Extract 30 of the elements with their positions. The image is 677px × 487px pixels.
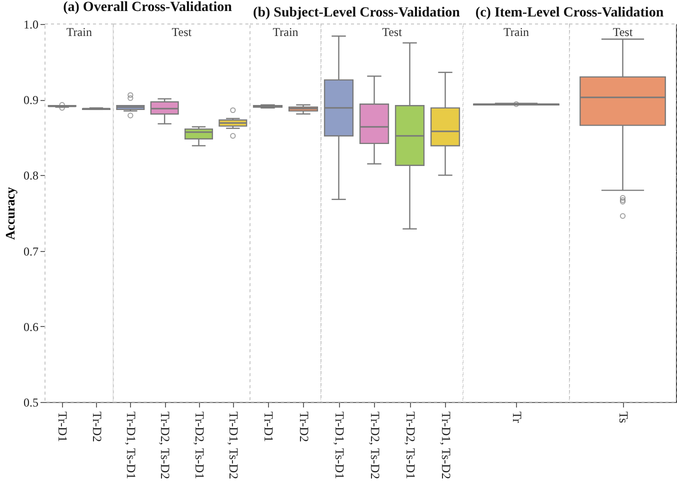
x-tick-label: Tr-D2	[296, 412, 311, 442]
y-tick-label: 0.8	[24, 168, 38, 183]
x-tick-label: Tr-D1, Ts-D1	[124, 412, 138, 480]
x-tick-label: Tr-D2, Ts-D2	[368, 412, 382, 480]
x-tick-label: Tr	[510, 412, 524, 424]
y-tick-label: 0.6	[24, 320, 38, 334]
band-label: Test	[172, 25, 192, 39]
x-tick-label: Tr-D1	[56, 412, 70, 442]
band-label: Train	[66, 25, 92, 39]
x-tick-label: Tr-D2, Ts-D1	[192, 412, 206, 480]
x-tick-label: Tr-D1, Ts-D2	[438, 412, 453, 480]
x-tick-label: Tr-D2, Ts-D1	[403, 412, 418, 480]
chart-title: (a) Overall Cross-Validation	[63, 0, 232, 15]
x-tick-label: Ts	[616, 412, 630, 424]
chart-title: (b) Subject-Level Cross-Validation	[253, 6, 460, 20]
y-axis-title: Accuracy	[2, 186, 18, 240]
y-tick-label: 0.9	[24, 93, 38, 108]
chart-title: (c) Item-Level Cross-Validation	[475, 6, 664, 20]
y-tick-label: 0.5	[24, 396, 38, 410]
band-label: Train	[272, 25, 298, 39]
x-tick-label: Tr-D2	[90, 412, 104, 442]
x-tick-label: Tr-D2, Ts-D2	[158, 412, 172, 480]
band-label: Test	[382, 25, 403, 39]
band-label: Test	[612, 25, 634, 39]
band-label: Train	[503, 25, 530, 39]
x-tick-label: Tr-D1	[261, 412, 276, 442]
y-tick-label: 0.7	[24, 244, 38, 258]
x-tick-label: Tr-D1, Ts-D2	[226, 412, 240, 480]
x-tick-label: Tr-D1, Ts-D1	[332, 412, 346, 480]
y-tick-label: 1.0	[24, 18, 38, 32]
